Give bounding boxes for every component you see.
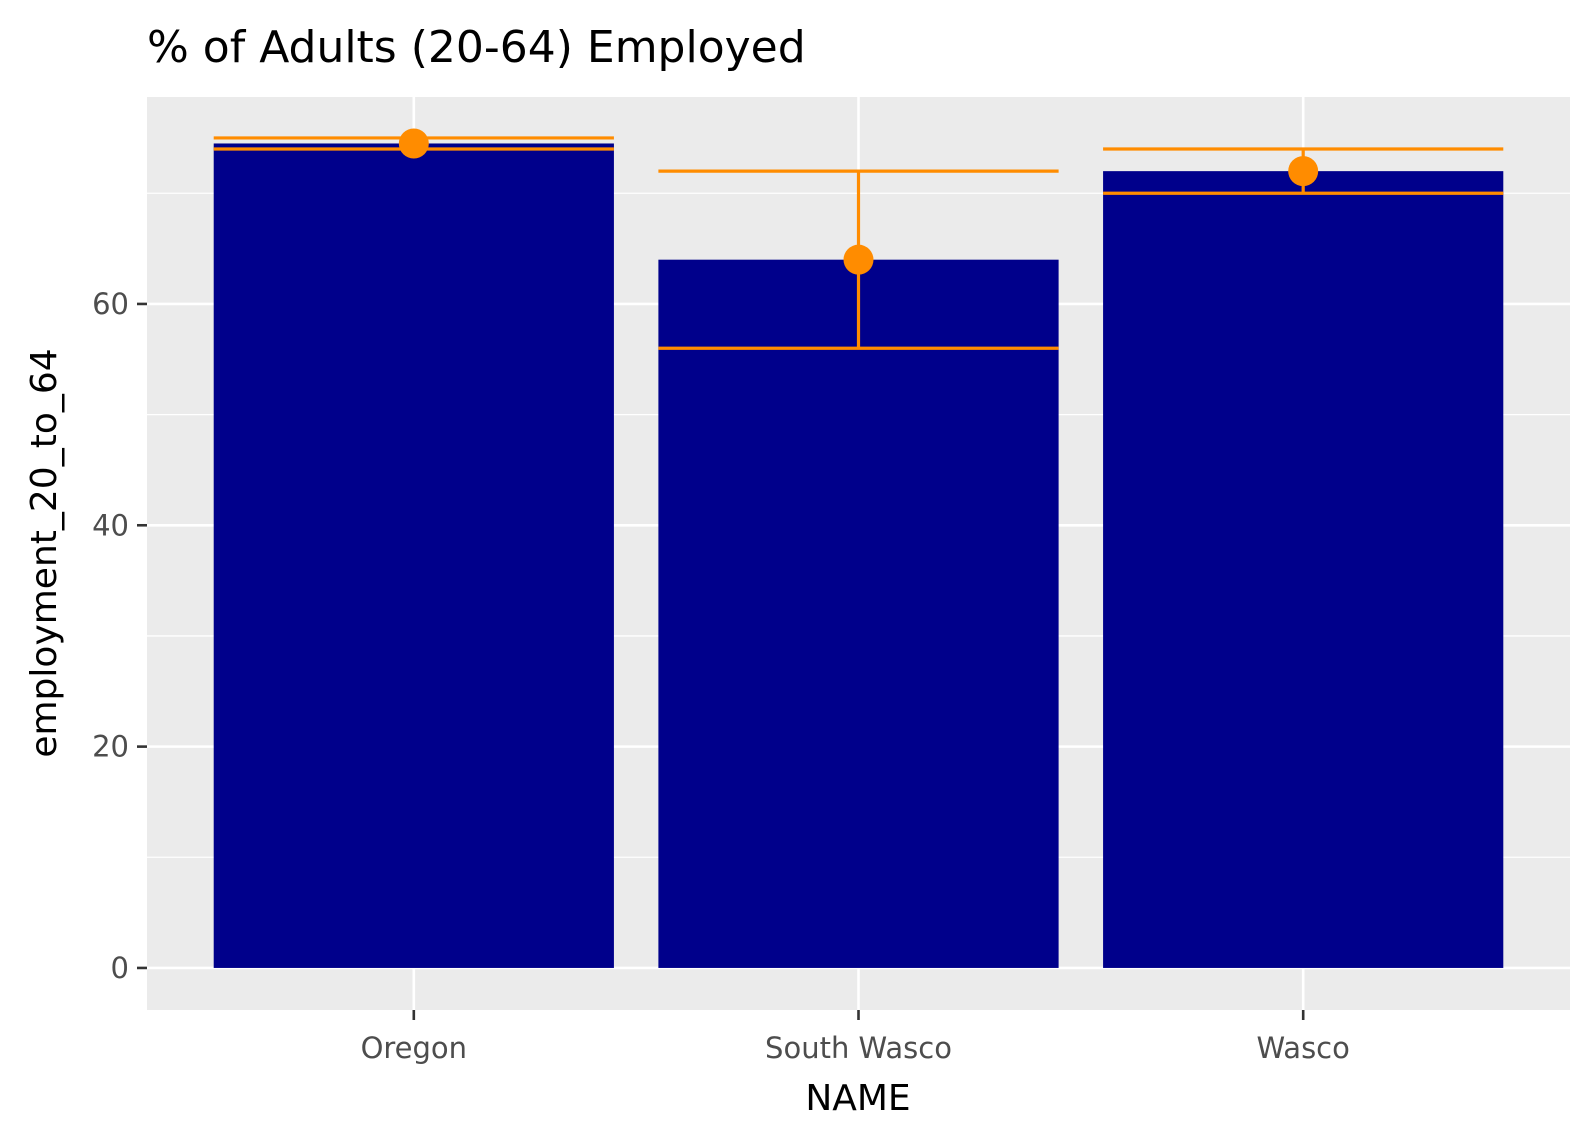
y-axis: 0 20 40 60 bbox=[92, 287, 147, 985]
x-tick-label: South Wasco bbox=[765, 1031, 952, 1065]
point-oregon bbox=[398, 128, 429, 159]
bar-oregon bbox=[213, 143, 614, 968]
point-wasco bbox=[1288, 156, 1319, 187]
x-axis: Oregon South Wasco Wasco bbox=[361, 1010, 1350, 1065]
bars bbox=[213, 143, 1504, 968]
bar-south-wasco bbox=[658, 259, 1059, 968]
point-south-wasco bbox=[843, 244, 874, 275]
y-tick-label: 20 bbox=[92, 730, 129, 764]
y-tick-label: 60 bbox=[92, 287, 129, 321]
y-axis-title: employment_20_to_64 bbox=[24, 348, 65, 757]
chart-title: % of Adults (20-64) Employed bbox=[147, 22, 806, 73]
x-axis-title: NAME bbox=[805, 1078, 910, 1119]
x-tick-label: Oregon bbox=[361, 1031, 467, 1065]
x-tick-label: Wasco bbox=[1256, 1031, 1349, 1065]
bar-wasco bbox=[1103, 171, 1504, 968]
y-tick-label: 40 bbox=[92, 508, 129, 542]
points bbox=[398, 128, 1319, 275]
y-tick-label: 0 bbox=[111, 951, 129, 985]
